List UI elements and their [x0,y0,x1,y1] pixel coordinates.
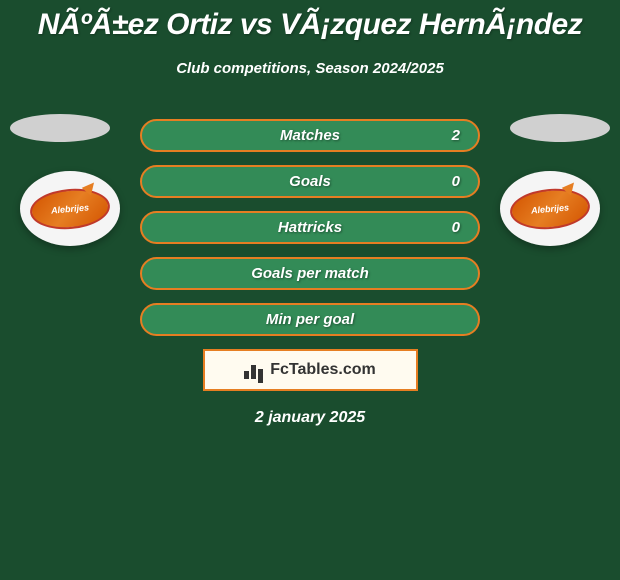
team-badge-icon: Alebrijes [28,185,111,232]
stat-bar: Goals per match [140,257,480,290]
player-avatar-left [10,114,110,142]
subtitle: Club competitions, Season 2024/2025 [0,60,620,77]
stat-bar: Min per goal [140,303,480,336]
page-title: NÃºÃ±ez Ortiz vs VÃ¡zquez HernÃ¡ndez [0,0,620,42]
stat-bar: Hattricks 0 [140,211,480,244]
stats-container: Alebrijes Alebrijes Matches2Goals0Hattri… [0,119,620,427]
branding-text: FcTables.com [270,361,376,379]
stat-bar: Goals 0 [140,165,480,198]
team-logo-left: Alebrijes [20,171,120,246]
stat-label: Hattricks [278,219,342,236]
stat-label: Goals [289,173,331,190]
stat-value: 0 [452,173,460,190]
team-badge-icon: Alebrijes [508,185,591,232]
chart-icon [244,361,264,379]
stat-label: Goals per match [251,265,369,282]
branding-badge[interactable]: FcTables.com [203,349,418,391]
stat-label: Min per goal [266,311,354,328]
date-label: 2 january 2025 [0,409,620,427]
stat-label: Matches [280,127,340,144]
stat-bar: Matches 2 [140,119,480,152]
stat-value: 2 [452,127,460,144]
team-logo-right: Alebrijes [500,171,600,246]
player-avatar-right [510,114,610,142]
stat-value: 0 [452,219,460,236]
